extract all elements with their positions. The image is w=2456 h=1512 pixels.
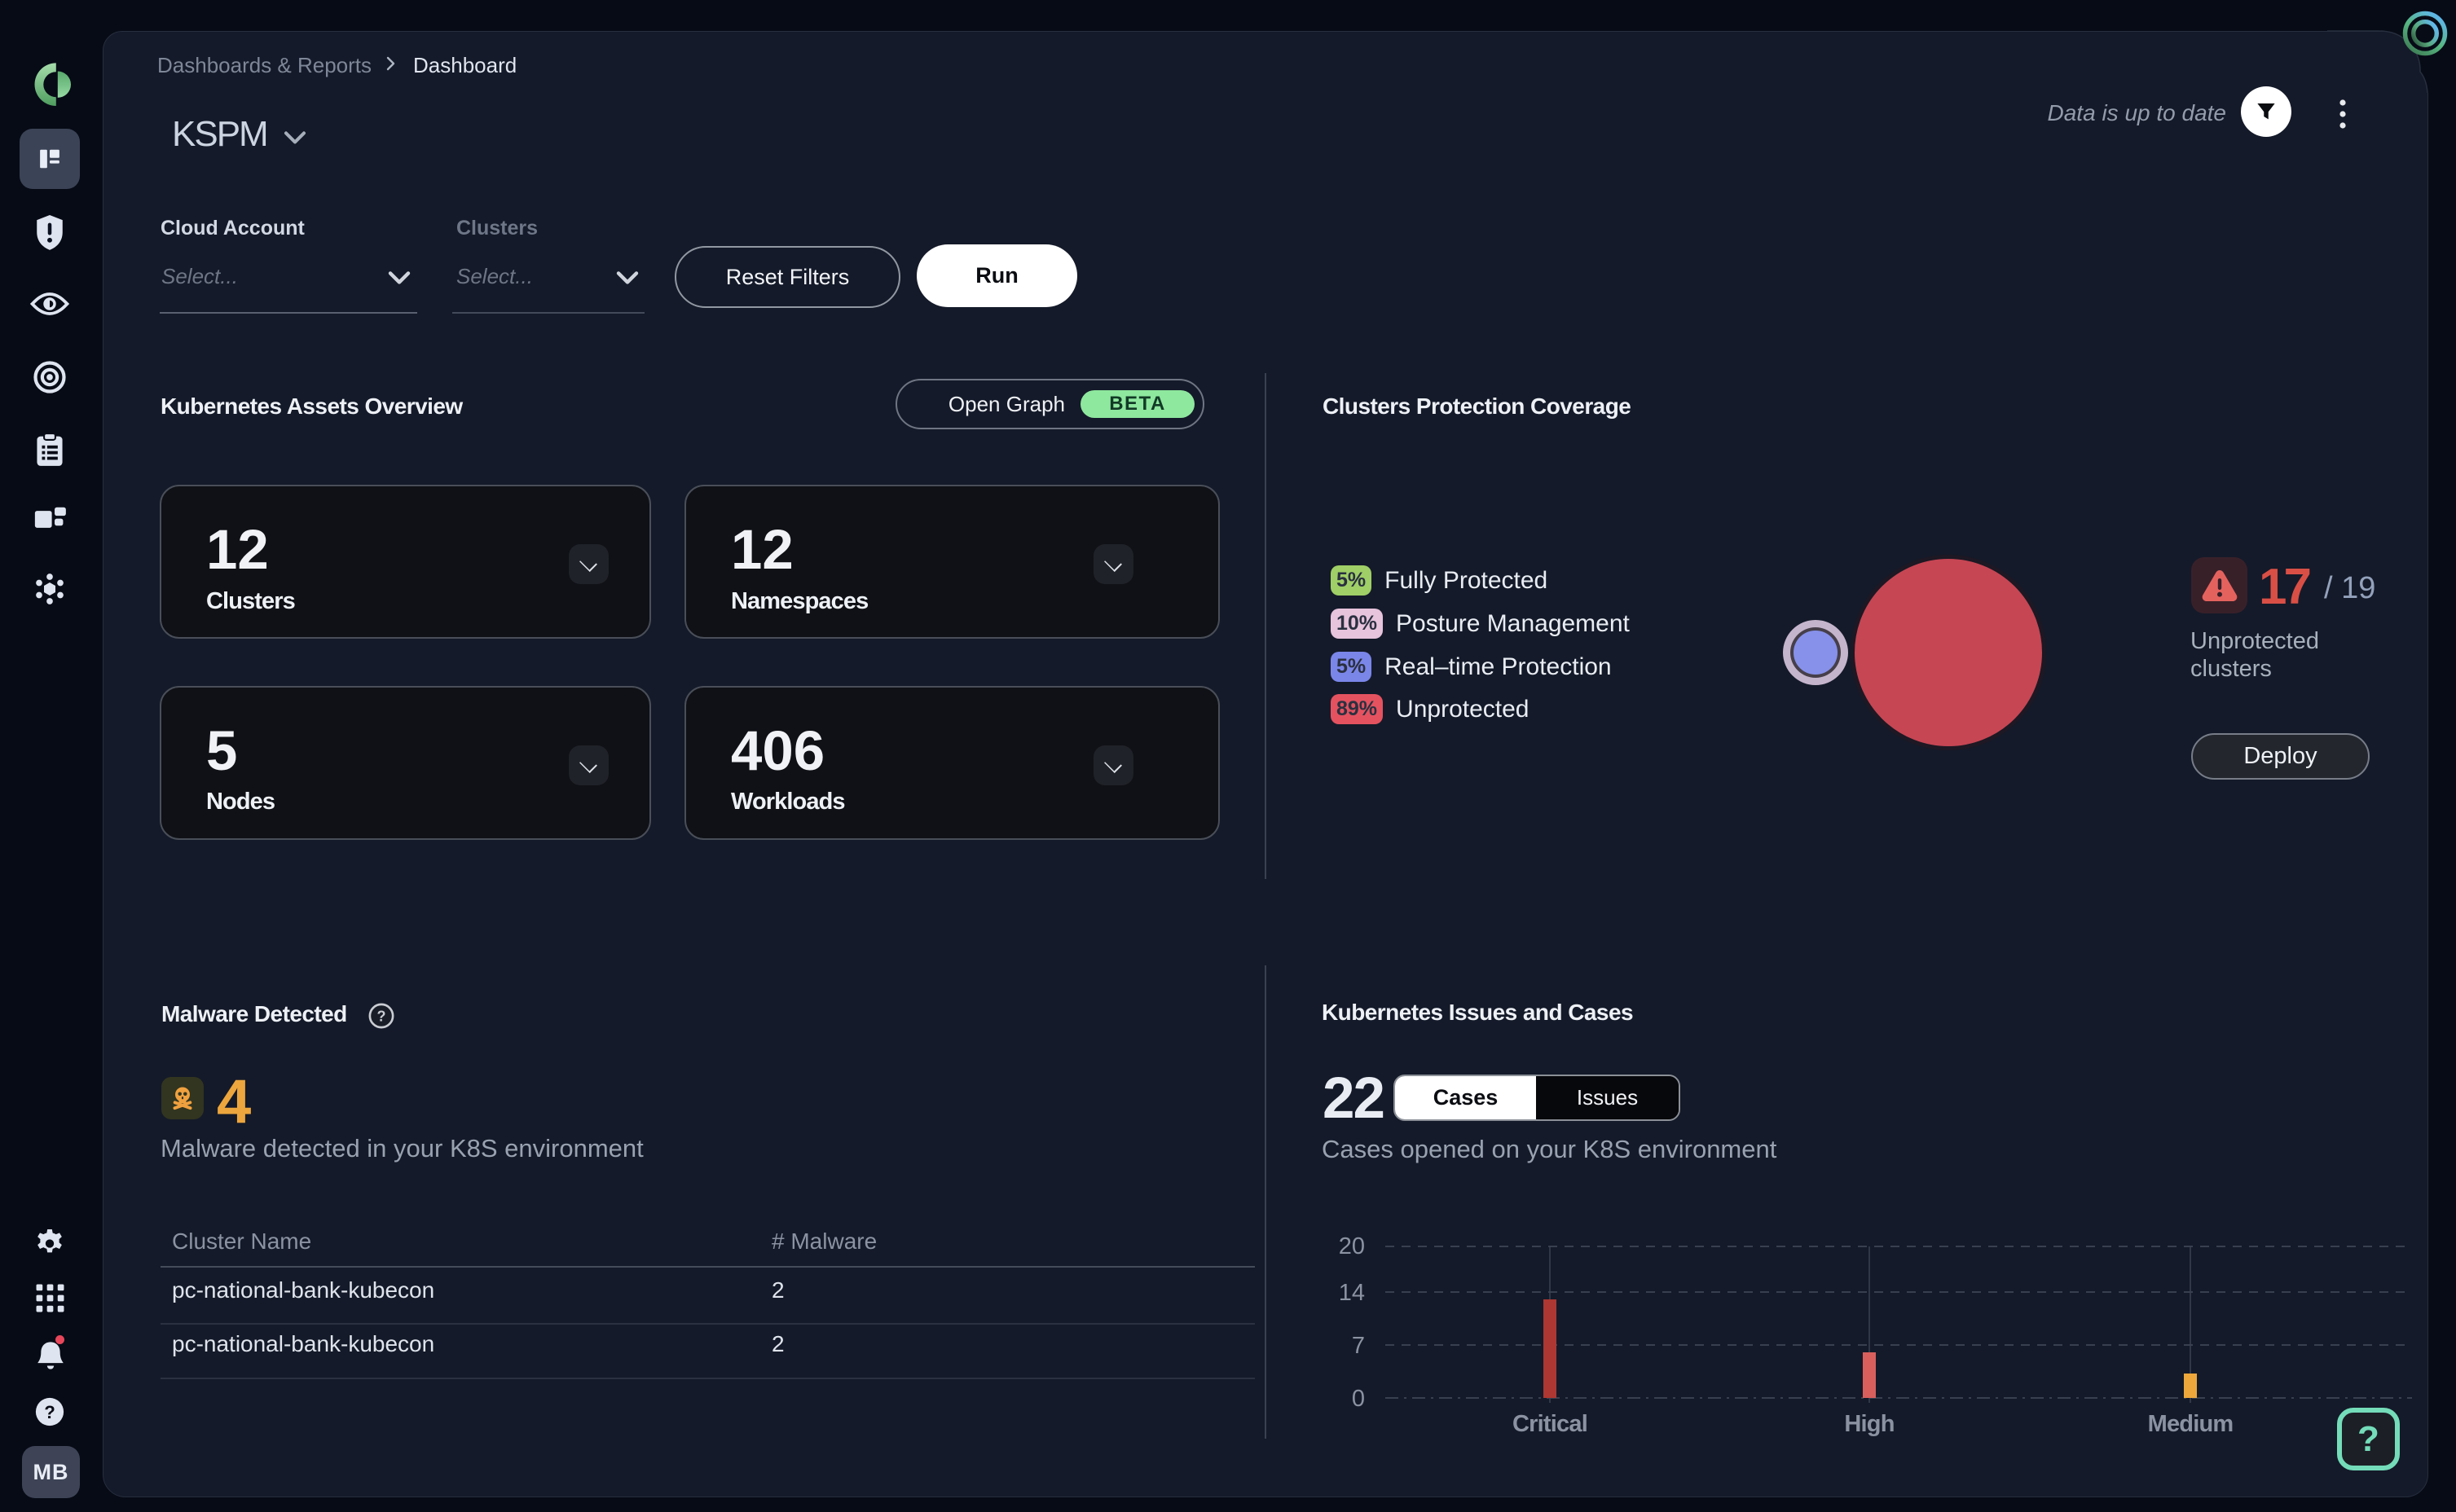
svg-text:7: 7 — [1352, 1333, 1365, 1359]
svg-text:20: 20 — [1339, 1233, 1365, 1259]
svg-text:?: ? — [44, 1402, 55, 1422]
svg-text:0: 0 — [1352, 1386, 1365, 1412]
svg-text:Medium: Medium — [2148, 1411, 2234, 1437]
svg-text:?: ? — [377, 1008, 386, 1024]
svg-text:14: 14 — [1339, 1280, 1365, 1306]
svg-text:Critical: Critical — [1512, 1411, 1587, 1437]
svg-text:High: High — [1844, 1411, 1894, 1437]
